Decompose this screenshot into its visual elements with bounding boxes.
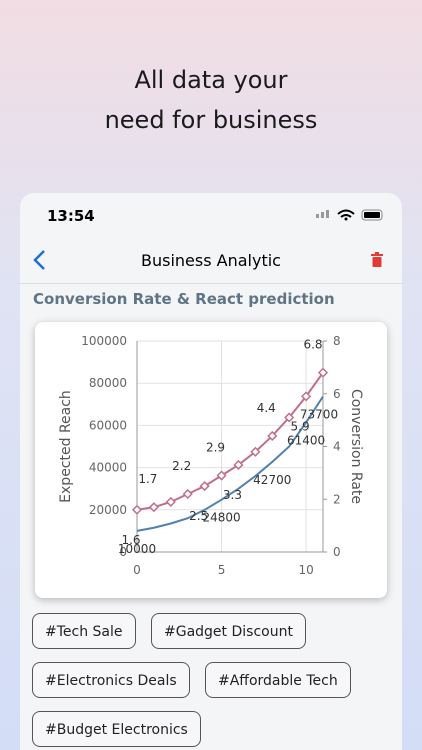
point — [199, 481, 210, 492]
back-button[interactable] — [32, 249, 48, 271]
point — [165, 496, 176, 507]
data-label: 42700 — [253, 473, 291, 487]
nav-title: Business Analytic — [141, 251, 281, 270]
point — [267, 430, 278, 442]
data-label: 2.2 — [172, 459, 191, 473]
delete-button[interactable] — [371, 252, 383, 267]
data-label: 6.8 — [303, 338, 322, 352]
point — [301, 391, 312, 402]
data-label: 2.5 — [189, 509, 208, 523]
y-tick-label: 20000 — [89, 503, 127, 517]
data-label: 4.4 — [257, 401, 276, 415]
y2-tick-label: 0 — [333, 545, 341, 559]
data-label: 1.6 — [121, 533, 140, 547]
data-label: 24800 — [202, 511, 240, 525]
status-icons — [316, 209, 383, 221]
data-label: 3.3 — [223, 488, 242, 502]
data-label: 10000 — [118, 542, 156, 556]
point — [250, 446, 261, 457]
time: 13:54 — [47, 207, 95, 225]
y-tick-label: 60000 — [89, 418, 127, 432]
tag-chip[interactable]: #Gadget Discount — [151, 613, 306, 649]
y-tick-label: 40000 — [89, 461, 127, 475]
point — [317, 367, 329, 378]
point — [233, 459, 244, 471]
tag-chip[interactable]: #Tech Sale — [32, 613, 136, 649]
y2-tick-label: 8 — [333, 334, 341, 348]
point — [284, 412, 295, 423]
y2-tick-label: 4 — [333, 440, 341, 454]
point — [216, 470, 227, 481]
nav-bar — [20, 233, 402, 284]
tag-chip[interactable]: #Budget Electronics — [32, 711, 201, 747]
y-tick-label: 0 — [119, 545, 127, 559]
y-axis-label: Expected Reach — [58, 390, 74, 503]
data-label: 5.9 — [291, 419, 310, 433]
tag-chip[interactable]: #Affordable Tech — [205, 662, 351, 698]
y-tick-label: 80000 — [89, 376, 127, 390]
x-tick-label: 10 — [298, 563, 313, 577]
tag-chip[interactable]: #Electronics Deals — [32, 662, 190, 698]
phone: 13:54 Business Analytic Conversion Rate … — [20, 193, 402, 750]
data-label: 1.7 — [138, 472, 157, 486]
headline: need for business — [104, 106, 318, 134]
headline: All data your — [134, 66, 288, 94]
y-tick-label: 100000 — [81, 334, 127, 348]
y2-tick-label: 2 — [333, 492, 341, 506]
x-tick-label: 5 — [218, 563, 226, 577]
data-label: 61400 — [287, 433, 325, 447]
point — [148, 502, 159, 513]
x-tick-label: 0 — [133, 563, 141, 577]
point — [131, 504, 143, 515]
point — [182, 488, 193, 500]
data-label: 2.9 — [206, 441, 225, 455]
y2-axis-label: Conversion Rate — [348, 389, 364, 504]
y2-tick-label: 6 — [333, 387, 341, 401]
data-label: 73700 — [300, 407, 338, 421]
section-title: Conversion Rate & React prediction — [33, 290, 335, 308]
line — [136, 395, 324, 532]
